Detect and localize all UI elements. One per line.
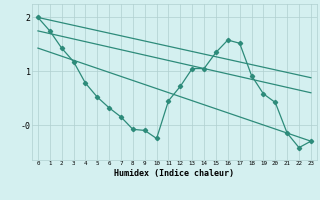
X-axis label: Humidex (Indice chaleur): Humidex (Indice chaleur)	[115, 169, 234, 178]
